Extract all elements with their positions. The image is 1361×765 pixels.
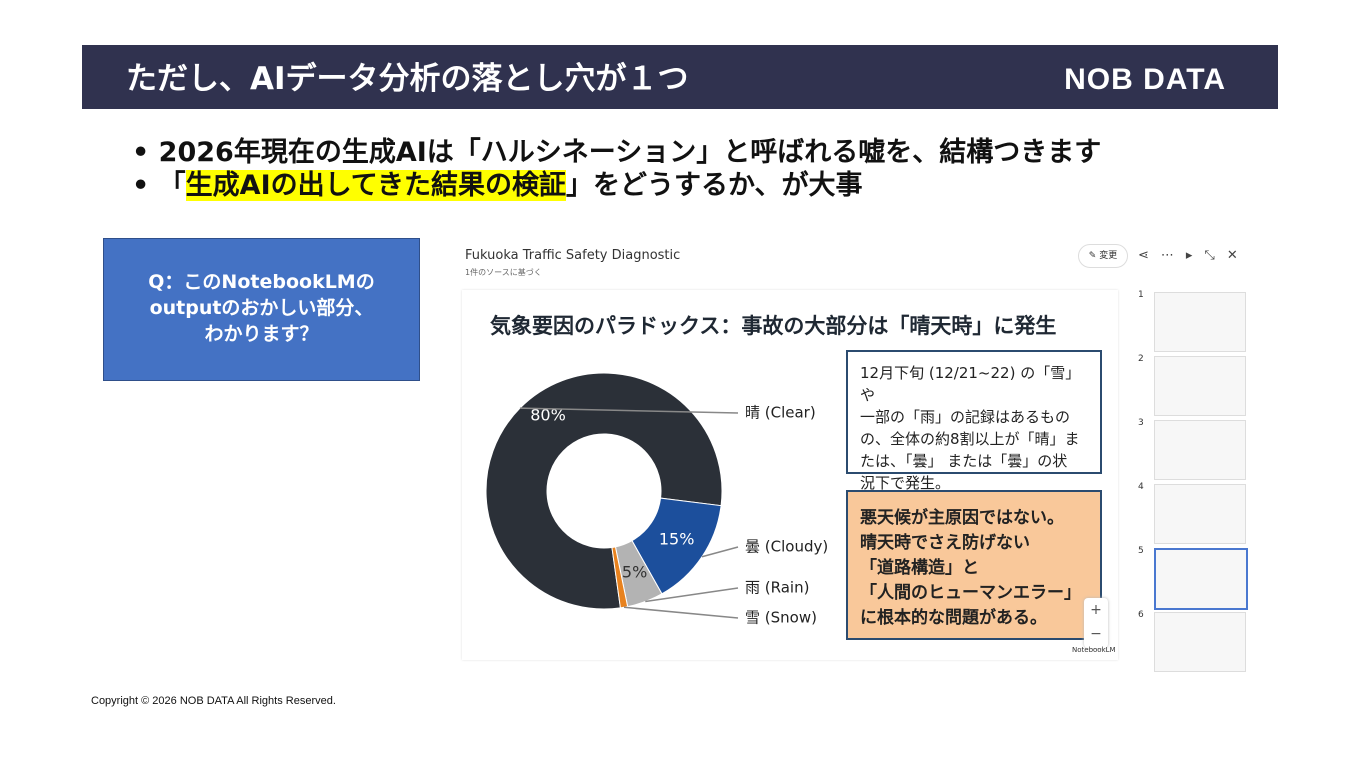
- value-label: 15%: [659, 529, 695, 548]
- question-line: わかります？: [204, 323, 319, 345]
- thumbnail-number: 5: [1138, 546, 1144, 556]
- box-line: に根本的な問題がある。: [860, 608, 1047, 628]
- thumbnail[interactable]: [1154, 548, 1248, 610]
- screenshot-subtitle: 1件のソースに基づく: [465, 268, 542, 277]
- box-line: 「人間のヒューマンエラー」: [860, 583, 1081, 603]
- category-label: 雪 (Snow): [745, 609, 817, 627]
- toolbar-icons[interactable]: ⋖⋯▸⤡✕: [1138, 248, 1250, 263]
- slide: 気象要因のパラドックス：事故の大部分は「晴天時」に発生 12月下旬 (12/21…: [462, 290, 1118, 660]
- edit-button[interactable]: ✎ 変更: [1078, 244, 1128, 268]
- box-line: 悪天候が主原因ではない。: [860, 508, 1064, 528]
- box-line: の、全体の約8割以上が「晴」ま: [860, 430, 1080, 448]
- question-line: Q：このNotebookLMの: [148, 271, 375, 293]
- conclusion-box: 悪天候が主原因ではない。 晴天時でさえ防げない 「道路構造」と「人間のヒューマンエラ…: [846, 490, 1102, 640]
- box-line: 一部の「雨」の記録はあるもの: [860, 408, 1071, 426]
- header-bar: ただし、AIデータ分析の落とし穴が１つ NOB DATA: [82, 45, 1278, 109]
- category-label: 雨 (Rain): [745, 579, 809, 597]
- leader-line: [645, 587, 739, 603]
- copyright: Copyright © 2026 NOB DATA All Rights Res…: [91, 695, 336, 707]
- thumbnail[interactable]: [1154, 292, 1246, 352]
- thumbnail[interactable]: [1154, 420, 1246, 480]
- value-label: 80%: [530, 406, 566, 425]
- bullet: • 「生成AIの出してきた結果の検証」をどうするか、が大事: [132, 170, 863, 201]
- header-title: ただし、AIデータ分析の落とし穴が１つ: [126, 61, 689, 97]
- bullet-text: 」をどうするか、が大事: [566, 170, 863, 201]
- zoom-controls[interactable]: + −: [1084, 598, 1108, 648]
- edit-label: 変更: [1099, 251, 1118, 261]
- thumbnail-number: 2: [1138, 354, 1144, 364]
- box-line: 12月下旬 (12/21~22) の「雪」や: [860, 364, 1081, 404]
- box-line: 「道路構造」と: [860, 558, 979, 578]
- category-label: 曇 (Cloudy): [745, 538, 828, 556]
- leader-line: [623, 606, 739, 619]
- thumbnail-number: 3: [1138, 418, 1144, 428]
- category-label: 晴 (Clear): [745, 404, 816, 422]
- question-line: outputのおかしい部分、: [149, 297, 374, 319]
- thumbnail[interactable]: [1154, 356, 1246, 416]
- box-line: 晴天時でさえ防げない: [860, 533, 1030, 553]
- bullet-text: 「: [158, 170, 186, 201]
- logo: NOB DATA: [1064, 63, 1226, 96]
- thumbnail-number: 4: [1138, 482, 1144, 492]
- highlight: 生成AIの出してきた結果の検証: [185, 170, 566, 201]
- brand: NotebookLM: [1072, 646, 1116, 654]
- slide-title: 気象要因のパラドックス：事故の大部分は「晴天時」に発生: [490, 314, 1057, 338]
- question-box: Q：このNotebookLMの outputのおかしい部分、 わかります？: [103, 238, 420, 381]
- donut-chart: 80% 晴 (Clear) 15% 曇 (Cloudy) 5% 雨 (Rain) 雪 (Sn…: [485, 372, 828, 627]
- donut-slice: [485, 372, 723, 610]
- thumbnail-number: 1: [1138, 290, 1144, 300]
- thumbnail[interactable]: [1154, 612, 1246, 672]
- leader-line: [701, 546, 739, 558]
- leader-line: [519, 407, 739, 414]
- bullet: • 2026年現在の生成AIは「ハルシネーション」と呼ばれる嘘を、結構つきます: [132, 137, 1102, 168]
- thumbnail-number: 6: [1138, 610, 1144, 620]
- box-line: たは、「曇」 または「曇」の状: [860, 452, 1068, 470]
- screenshot-title: Fukuoka Traffic Safety Diagnostic: [465, 248, 681, 263]
- note-box: 12月下旬 (12/21~22) の「雪」や一部の「雨」の記録はあるもの の、全体…: [846, 350, 1102, 492]
- thumbnail[interactable]: [1154, 484, 1246, 544]
- box-line: 況下で発生。: [860, 474, 951, 492]
- value-label: 5%: [622, 562, 647, 581]
- bullet-text: 2026年現在の生成AIは「ハルシネーション」と呼ばれる嘘を、結構つきます: [158, 137, 1102, 168]
